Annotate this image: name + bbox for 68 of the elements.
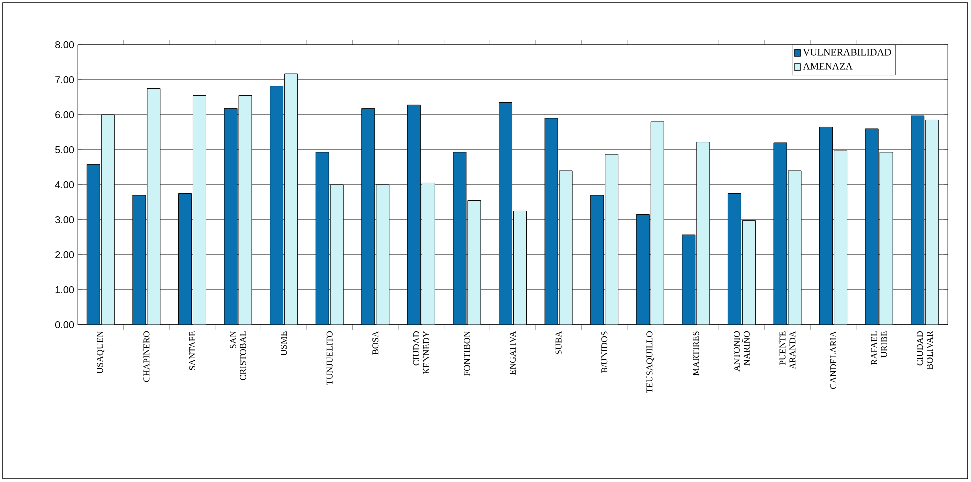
bar [499, 102, 513, 325]
x-tick-label: TUNJUELITO [326, 332, 333, 386]
bar [636, 214, 650, 325]
bar [911, 116, 925, 325]
y-tick-label: 3.00 [55, 216, 74, 224]
x-tick-label: SUBA [556, 331, 562, 354]
y-tick-label: 7.00 [56, 76, 74, 84]
bar [728, 193, 742, 325]
bar [820, 126, 834, 325]
bar [696, 142, 710, 325]
bar [468, 200, 482, 325]
bar [742, 220, 756, 325]
bar [422, 182, 436, 325]
bar [316, 152, 330, 325]
x-tick-label: MARTIRES [693, 332, 700, 376]
bar [362, 108, 376, 325]
bar [559, 170, 573, 325]
y-tick-label: 5.00 [56, 146, 74, 154]
y-tick-label: 8.00 [56, 41, 74, 49]
x-tick-label: FONTIBON [464, 331, 470, 376]
bar [284, 74, 298, 325]
x-tick-label: CIUDAD BOLIVAR [917, 331, 934, 370]
bar [376, 184, 390, 325]
bar [330, 184, 344, 325]
bar [605, 154, 619, 325]
bar [147, 88, 161, 325]
bar [544, 118, 558, 325]
bar [238, 95, 252, 325]
x-tick-label: USME [281, 332, 288, 356]
bar [101, 114, 115, 325]
y-tick-label: 0.00 [55, 321, 74, 329]
x-tick-label: TEUSAQUILLO [646, 332, 654, 394]
x-tick-label: CANDELARIA [830, 331, 837, 390]
bar [865, 128, 879, 325]
y-tick-label: 6.00 [56, 111, 74, 119]
y-tick-label: 2.00 [56, 251, 74, 259]
bar [178, 193, 192, 325]
x-tick-label: USAQUEN [97, 331, 105, 374]
x-tick-label: PUENTE ARANDA [780, 331, 796, 370]
bar [590, 195, 604, 325]
x-tick-label: BOSA [372, 331, 379, 355]
bar [224, 108, 238, 325]
bar [407, 104, 421, 325]
bar [788, 170, 802, 325]
x-tick-label: CHAPINERO [144, 332, 150, 382]
x-tick-label: ANTONIO NARIÑO [734, 332, 750, 372]
bar [270, 86, 284, 325]
bar [132, 195, 146, 325]
x-tick-label: SANTAFE [189, 332, 196, 370]
bar [926, 120, 940, 325]
x-tick-label: SAN CRISTOBAL [230, 331, 246, 380]
bar [682, 234, 696, 325]
bar [880, 152, 894, 325]
x-tick-label: RAFAEL URIBE [871, 332, 888, 366]
bar [774, 142, 788, 325]
bar [453, 152, 467, 325]
bar [192, 95, 206, 325]
legend-label: AMENAZA [803, 63, 853, 70]
y-tick-label: 4.00 [55, 181, 74, 189]
bar [834, 150, 848, 325]
bar [514, 210, 528, 325]
x-tick-label: B/UNIDOS [602, 332, 608, 374]
y-tick-label: 1.00 [56, 286, 74, 294]
bar [650, 122, 664, 325]
legend-label: VULNERABILIDAD [803, 49, 892, 56]
x-tick-label: ENGATIVA [510, 331, 516, 376]
bar [86, 164, 100, 325]
x-tick-label: CIUDAD KENNEDY [413, 331, 430, 374]
